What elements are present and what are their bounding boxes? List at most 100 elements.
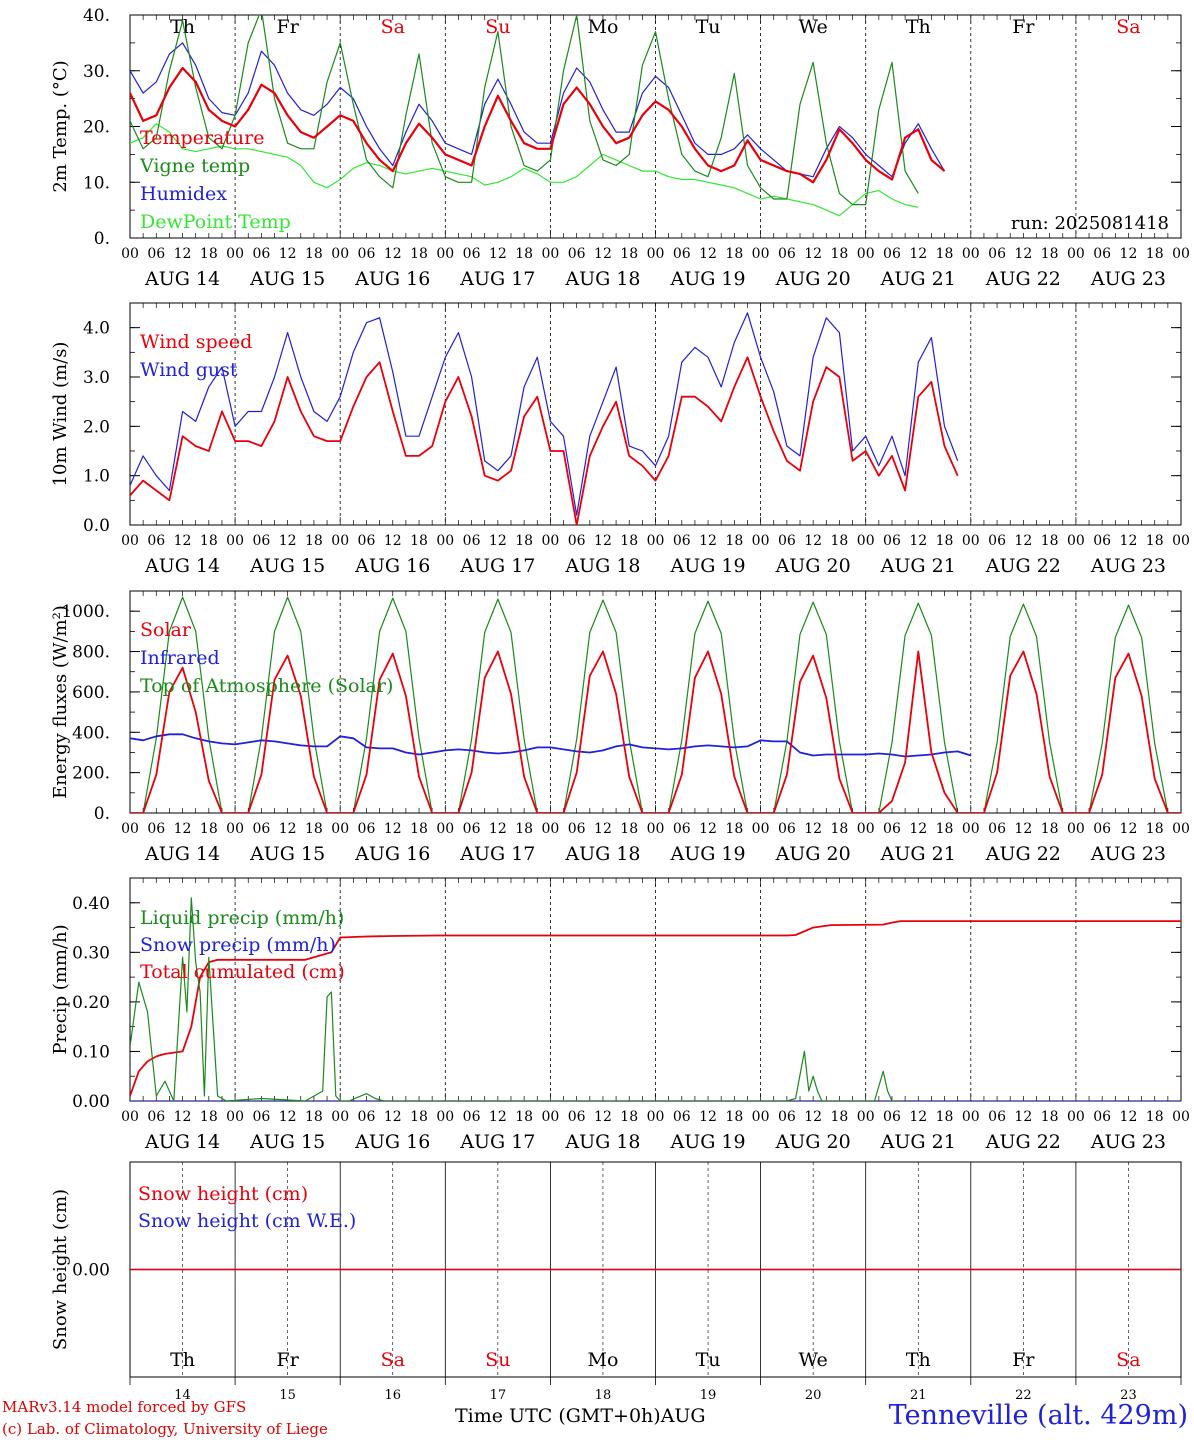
hour-tick-label: 00	[226, 533, 244, 549]
hour-tick-label: 00	[752, 533, 770, 549]
hour-tick-label: 06	[1093, 533, 1111, 549]
hour-tick-label: 12	[804, 246, 822, 262]
hour-tick-label: 12	[594, 246, 612, 262]
series-line-humidex	[130, 42, 946, 178]
y-axis-label: Snow height (cm)	[50, 1189, 71, 1350]
hour-tick-label: 00	[962, 246, 980, 262]
hour-tick-label: 06	[463, 1109, 481, 1125]
date-label: AUG 23	[1090, 268, 1166, 290]
date-label: AUG 22	[985, 843, 1061, 865]
day-of-week-label: Th	[170, 1349, 195, 1371]
legend-entry: Wind gust	[140, 359, 238, 381]
day-number-label: 17	[490, 1388, 507, 1403]
hour-tick-label: 18	[936, 821, 954, 837]
hour-tick-label: 00	[962, 821, 980, 837]
hour-tick-label: 18	[1041, 533, 1059, 549]
series-line-infrared	[130, 733, 972, 758]
y-tick-label: 0.00	[72, 1261, 110, 1281]
hour-tick-label: 00	[962, 1109, 980, 1125]
date-label: AUG 18	[564, 843, 640, 865]
day-of-week-label: Mo	[587, 1349, 618, 1371]
hour-tick-label: 00	[226, 1109, 244, 1125]
date-label: AUG 17	[459, 1131, 535, 1153]
y-tick-label: 1000.	[61, 602, 110, 622]
date-label: AUG 19	[669, 843, 745, 865]
day-number-label: 23	[1120, 1388, 1137, 1403]
hour-tick-label: 00	[1172, 246, 1190, 262]
hour-tick-label: 12	[1014, 246, 1032, 262]
day-of-week-label: Mo	[587, 16, 618, 38]
hour-tick-label: 06	[252, 1109, 270, 1125]
date-label: AUG 17	[459, 268, 535, 290]
day-of-week-label: Tu	[696, 16, 721, 38]
hour-tick-label: 12	[279, 246, 297, 262]
y-tick-label: 10.	[83, 173, 110, 193]
series-line-liquid-precip-mm-h-	[130, 897, 901, 1101]
y-tick-label: 0.40	[72, 894, 110, 914]
hour-tick-label: 00	[541, 533, 559, 549]
date-label: AUG 14	[144, 268, 220, 290]
time-axis-label: Time UTC (GMT+0h)	[455, 1405, 661, 1427]
hour-tick-label: 18	[936, 246, 954, 262]
hour-tick-label: 00	[226, 821, 244, 837]
hour-tick-label: 18	[305, 533, 323, 549]
hour-tick-label: 06	[252, 246, 270, 262]
hour-tick-label: 12	[909, 1109, 927, 1125]
hour-tick-label: 06	[358, 246, 376, 262]
hour-tick-label: 18	[831, 821, 849, 837]
date-label: AUG 18	[564, 1131, 640, 1153]
hour-tick-label: 18	[725, 1109, 743, 1125]
hour-tick-label: 18	[1041, 1109, 1059, 1125]
legend-entry: Total cumulated (cm)	[140, 961, 345, 983]
hour-tick-label: 18	[1146, 246, 1164, 262]
hour-tick-label: 00	[226, 246, 244, 262]
hour-tick-label: 00	[857, 1109, 875, 1125]
hour-tick-label: 12	[804, 1109, 822, 1125]
day-number-label: 18	[595, 1388, 612, 1403]
hour-tick-label: 00	[121, 246, 139, 262]
hour-tick-label: 12	[594, 533, 612, 549]
hour-tick-label: 06	[252, 821, 270, 837]
y-tick-label: 400.	[72, 723, 110, 743]
legend-entry: Infrared	[140, 647, 220, 669]
day-number-label: 20	[805, 1388, 822, 1403]
hour-tick-label: 18	[620, 533, 638, 549]
date-label: AUG 16	[354, 555, 430, 577]
hour-tick-label: 06	[778, 246, 796, 262]
hour-tick-label: 06	[778, 533, 796, 549]
date-label: AUG 22	[985, 1131, 1061, 1153]
date-label: AUG 19	[669, 268, 745, 290]
day-of-week-label: Th	[906, 1349, 931, 1371]
hour-tick-label: 06	[778, 1109, 796, 1125]
date-label: AUG 14	[144, 1131, 220, 1153]
hour-tick-label: 00	[436, 1109, 454, 1125]
legend-entry: Vigne temp	[139, 155, 250, 177]
date-label: AUG 15	[249, 555, 325, 577]
hour-tick-label: 06	[568, 821, 586, 837]
hour-tick-label: 12	[699, 1109, 717, 1125]
hour-tick-label: 06	[358, 1109, 376, 1125]
hour-tick-label: 12	[909, 821, 927, 837]
hour-tick-label: 00	[331, 1109, 349, 1125]
hour-tick-label: 18	[200, 246, 218, 262]
hour-tick-label: 00	[331, 821, 349, 837]
hour-tick-label: 12	[1120, 821, 1138, 837]
hour-tick-label: 12	[804, 533, 822, 549]
day-of-week-label: Th	[906, 16, 931, 38]
y-tick-label: 30.	[83, 62, 110, 82]
hour-tick-label: 06	[252, 533, 270, 549]
date-label: AUG 20	[775, 843, 851, 865]
hour-tick-label: 06	[463, 533, 481, 549]
day-of-week-label: Fr	[1012, 1349, 1035, 1371]
hour-tick-label: 12	[384, 821, 402, 837]
hour-tick-label: 12	[699, 533, 717, 549]
y-tick-label: 4.0	[83, 319, 110, 339]
y-tick-label: 20.	[83, 118, 110, 138]
series-group	[130, 312, 959, 525]
hour-tick-label: 06	[778, 821, 796, 837]
hour-tick-label: 12	[489, 533, 507, 549]
date-label: AUG 19	[669, 555, 745, 577]
hour-tick-label: 12	[699, 246, 717, 262]
y-tick-label: 1.0	[83, 467, 110, 487]
hour-tick-label: 18	[831, 246, 849, 262]
